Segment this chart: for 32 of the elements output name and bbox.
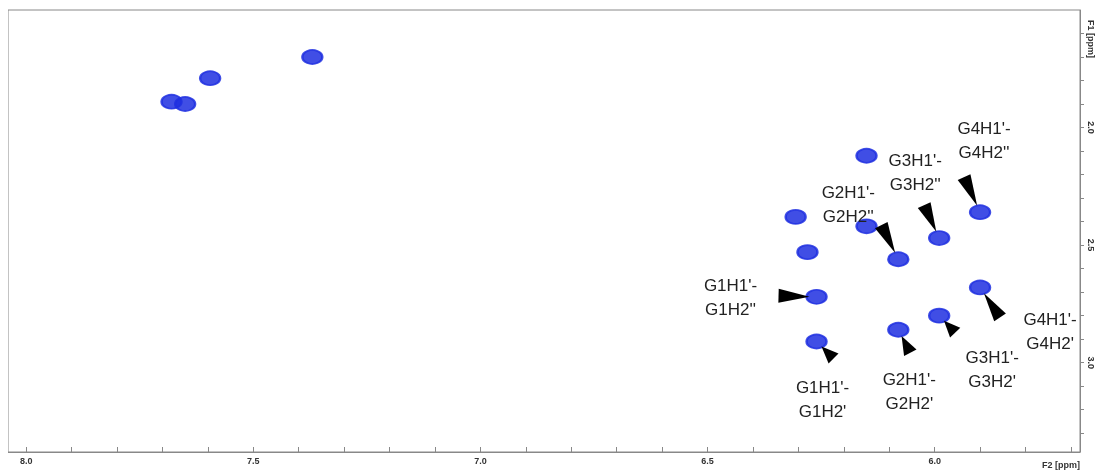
point [784, 208, 807, 225]
x-tick-label: 6.0 [928, 455, 941, 466]
point [969, 204, 992, 221]
annotation: G1H1'- G1H2'' [703, 276, 758, 320]
point [796, 244, 819, 261]
point [887, 251, 910, 268]
annotation: G4H1'- G4H2'' [957, 118, 1011, 162]
annotation: G2H1'- G2H2' [882, 370, 936, 414]
point [301, 49, 324, 66]
annotation: G1H1'- G1H2' [795, 378, 850, 421]
x-tick-label: 6.5 [701, 455, 714, 466]
annotation: G4H1'- G4H2' [1023, 309, 1077, 353]
y-axis-title: F1 [ppm] [1086, 20, 1096, 58]
x-axis-title: F2 [ppm] [1042, 459, 1080, 470]
point [174, 96, 197, 113]
x-tick-label: 8.0 [19, 455, 33, 466]
point [855, 147, 878, 164]
point [199, 70, 222, 87]
point [969, 279, 992, 296]
x-tick-label: 7.0 [474, 455, 487, 466]
point [887, 321, 910, 338]
x-tick-label: 7.5 [247, 455, 260, 466]
point [928, 307, 951, 324]
point [805, 333, 828, 350]
y-tick-label: 3.0 [1085, 356, 1096, 369]
y-tick-label: 2.0 [1085, 121, 1096, 134]
annotation: G2H1'- G2H2'' [821, 182, 875, 226]
annotation: G3H1'- G3H2' [965, 348, 1019, 392]
point [805, 288, 828, 305]
y-tick-label: 2.5 [1085, 238, 1096, 252]
annotation: G3H1'- G3H2'' [888, 150, 942, 194]
point [928, 230, 951, 247]
